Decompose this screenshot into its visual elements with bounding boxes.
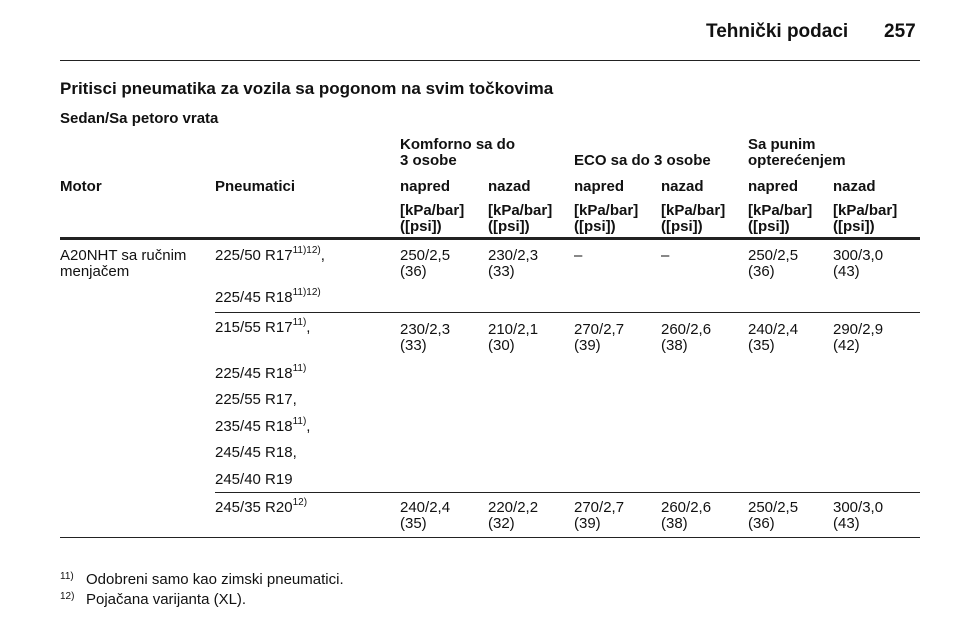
punctuation: , [306, 418, 311, 435]
tire: 225/50 R1711)12), [215, 245, 325, 264]
column-header: nazad [488, 178, 531, 195]
footnote-ref: 11) [292, 363, 307, 374]
pressure-value: 270/2,7 (39) [574, 499, 625, 532]
group-header: Sa punim opterećenjem [748, 136, 846, 169]
footnote-ref: 11) [292, 317, 307, 328]
table-rule [60, 237, 920, 240]
tire-size: 225/50 R17 [215, 247, 293, 264]
subheading: Sedan/Sa petoro vrata [60, 110, 219, 127]
tire: 225/45 R1811)12) [215, 287, 321, 306]
table-rule [60, 537, 920, 538]
column-header: Pneumatici [215, 178, 296, 195]
column-header: napred [748, 178, 799, 195]
pressure-value: – [661, 247, 670, 264]
footnote-ref: 11) [292, 416, 307, 427]
footnote-text: Odobreni samo kao zimski pneumatici. [86, 571, 344, 588]
pressure-value: 250/2,5 (36) [748, 499, 799, 532]
pressure-value: 210/2,1 (30) [488, 321, 539, 354]
pressure-value: 290/2,9 (42) [833, 321, 884, 354]
unit-label: [kPa/bar] ([psi]) [574, 202, 639, 235]
tire: 245/40 R19 [215, 472, 293, 488]
column-header: nazad [833, 178, 876, 195]
column-header: Motor [60, 178, 102, 195]
page-number: 257 [884, 21, 916, 42]
tire-size: 245/40 R19 [215, 471, 293, 488]
pressure-value: 250/2,5 (36) [748, 247, 799, 280]
pressure-value: 230/2,3 (33) [400, 321, 451, 354]
pressure-value: 260/2,6 (38) [661, 499, 712, 532]
pressure-value: 300/3,0 (43) [833, 499, 884, 532]
footnote-ref: 11)12) [292, 245, 321, 256]
tire: 225/45 R1811) [215, 363, 307, 382]
pressure-value: – [574, 247, 583, 264]
heading: Pritisci pneumatika za vozila sa pogonom… [60, 79, 554, 98]
pressure-value: 300/3,0 (43) [833, 247, 884, 280]
tire: 225/55 R17, [215, 392, 297, 408]
row-rule [215, 312, 920, 313]
tire: 215/55 R1711), [215, 317, 311, 336]
pressure-value: 250/2,5 (36) [400, 247, 451, 280]
tire-size: 225/45 R18 [215, 365, 293, 382]
tire-size: 225/55 R17, [215, 391, 297, 408]
footnote-mark: 12) [60, 591, 75, 602]
header-title: Tehnički podaci [706, 21, 849, 42]
tire-size: 245/45 R18, [215, 444, 297, 461]
tire-size: 245/35 R20 [215, 499, 293, 516]
column-header: nazad [661, 178, 704, 195]
row-rule [215, 492, 920, 493]
unit-label: [kPa/bar] ([psi]) [488, 202, 553, 235]
tire-size: 215/55 R17 [215, 319, 293, 336]
header-rule [60, 60, 920, 61]
punctuation: , [306, 319, 311, 336]
group-header: Komforno sa do 3 osobe [400, 136, 515, 169]
pressure-value: 240/2,4 (35) [400, 499, 451, 532]
column-header: napred [574, 178, 625, 195]
punctuation: , [320, 247, 325, 264]
unit-label: [kPa/bar] ([psi]) [833, 202, 898, 235]
pressure-value: 220/2,2 (32) [488, 499, 539, 532]
unit-label: [kPa/bar] ([psi]) [661, 202, 726, 235]
footnote-text: Pojačana varijanta (XL). [86, 591, 247, 608]
tire-size: 225/45 R18 [215, 289, 293, 306]
tire-size: 235/45 R18 [215, 418, 293, 435]
group-header: ECO sa do 3 osobe [574, 152, 711, 169]
footnote-ref: 12) [292, 497, 308, 508]
pressure-value: 230/2,3 (33) [488, 247, 539, 280]
pressure-value: 270/2,7 (39) [574, 321, 625, 354]
footnote-ref: 11)12) [292, 287, 321, 298]
tire: 245/35 R2012) [215, 497, 308, 516]
column-header: napred [400, 178, 451, 195]
motor: A20NHT sa ručnim menjačem [60, 247, 187, 280]
footnote-mark: 11) [60, 571, 74, 582]
pressure-value: 260/2,6 (38) [661, 321, 712, 354]
tire: 235/45 R1811), [215, 416, 311, 435]
unit-label: [kPa/bar] ([psi]) [400, 202, 465, 235]
unit-label: [kPa/bar] ([psi]) [748, 202, 813, 235]
pressure-value: 240/2,4 (35) [748, 321, 799, 354]
tire: 245/45 R18, [215, 445, 297, 461]
